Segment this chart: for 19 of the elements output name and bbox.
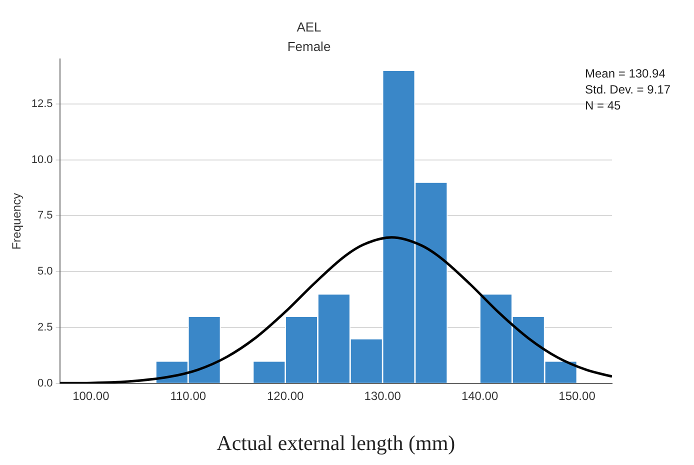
- x-tick-label: 150.00: [558, 388, 596, 403]
- x-tick-label: 100.00: [72, 388, 110, 403]
- y-tick-label: 10.0: [31, 154, 53, 166]
- y-tick-label: 2.5: [38, 322, 53, 334]
- chart-subtitle: Female: [287, 38, 331, 54]
- annotation: Std. Dev. = 9.17: [585, 82, 671, 96]
- x-tick-label: 110.00: [170, 388, 206, 403]
- x-tick-label: 140.00: [461, 388, 498, 403]
- x-tick-label: 120.00: [267, 388, 304, 403]
- annotation: N = 45: [585, 98, 622, 112]
- y-tick-label: 5.0: [38, 266, 53, 278]
- x-axis-title: Actual external length (mm): [216, 430, 456, 455]
- y-tick-label: 12.5: [31, 98, 53, 110]
- x-tick-label: 130.00: [364, 388, 402, 403]
- y-axis-title: Frequency: [10, 192, 24, 250]
- y-tick-label: 7.5: [38, 210, 53, 222]
- y-tick-label: 0.0: [38, 377, 53, 390]
- chart-title: AEL: [296, 19, 322, 34]
- annotation: Mean = 130.94: [585, 66, 666, 80]
